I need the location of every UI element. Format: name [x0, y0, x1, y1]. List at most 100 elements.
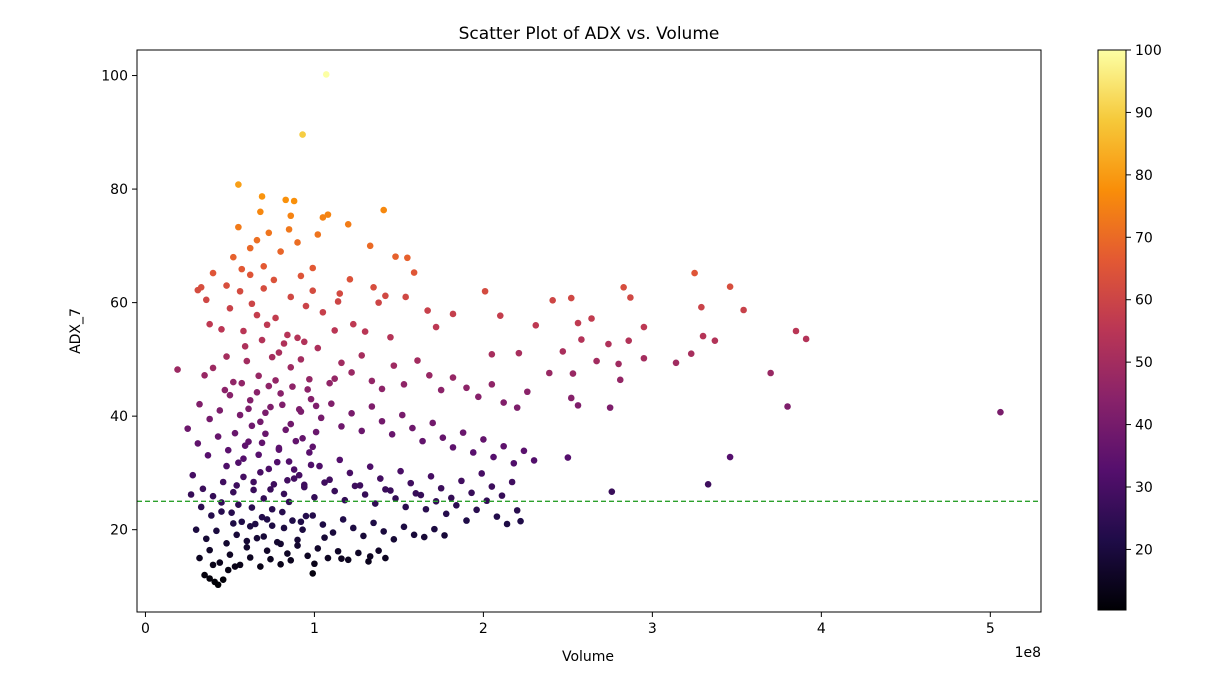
y-tick-label: 100 [101, 69, 128, 85]
scatter-point [270, 276, 278, 284]
scatter-point [258, 439, 266, 447]
scatter-point [233, 531, 240, 539]
scatter-point [307, 395, 315, 403]
scatter-point [414, 357, 421, 364]
scatter-point [292, 437, 300, 445]
scatter-point [204, 452, 212, 459]
colorbar-tick-label: 40 [1135, 418, 1153, 434]
scatter-point [615, 360, 622, 368]
scatter-point [349, 320, 357, 328]
scatter-point [309, 512, 317, 519]
scatter-point [432, 323, 440, 331]
plot-frame [136, 49, 1042, 613]
scatter-point [258, 193, 266, 200]
scatter-point [314, 545, 322, 552]
scatter-point [280, 340, 288, 347]
scatter-point [245, 405, 252, 413]
scatter-point [513, 404, 521, 411]
scatter-point [206, 415, 213, 423]
scatter-point [199, 485, 207, 493]
scatter-point [267, 403, 274, 411]
y-tick-label: 80 [110, 182, 128, 198]
scatter-point [275, 446, 283, 453]
y-axis-label: ADX_7 [68, 308, 84, 354]
scatter-point [515, 349, 523, 357]
scatter-point [209, 269, 217, 277]
scatter-point [224, 566, 232, 574]
scatter-point [206, 320, 213, 328]
scatter-point [192, 526, 200, 533]
scatter-point [214, 433, 222, 440]
scatter-point [366, 242, 374, 250]
scatter-point [285, 458, 293, 465]
scatter-point [355, 549, 362, 557]
scatter-point [620, 283, 627, 291]
scatter-point [295, 471, 303, 479]
scatter-point [263, 547, 271, 554]
scatter-point [277, 561, 284, 568]
scatter-point [361, 328, 369, 335]
scatter-point [277, 390, 284, 397]
colorbar-tick-label: 30 [1135, 480, 1153, 496]
scatter-point [429, 419, 437, 427]
scatter-point [235, 181, 242, 188]
scatter-point [230, 520, 237, 527]
y-axis: 20 40 60 80 100 [101, 69, 137, 539]
scatter-point [329, 529, 337, 536]
scatter-point [201, 571, 208, 579]
scatter-point [241, 343, 249, 350]
scatter-point [184, 425, 191, 432]
scatter-point [378, 385, 386, 393]
scatter-point [294, 542, 301, 549]
scatter-point [524, 388, 531, 396]
scatter-point [260, 495, 268, 502]
scatter-point [282, 426, 289, 434]
scatter-point [218, 325, 225, 333]
scatter-point [226, 304, 234, 312]
scatter-point [240, 455, 247, 463]
scatter-point [280, 524, 288, 532]
scatter-point [235, 223, 242, 231]
scatter-point [321, 534, 328, 541]
scatter-point [324, 211, 332, 218]
scatter-point [306, 449, 313, 456]
scatter-point [672, 359, 680, 367]
scatter-point [498, 492, 506, 499]
scatter-point [339, 516, 347, 523]
scatter-point [331, 375, 338, 382]
scatter-point [280, 490, 288, 498]
scatter-point [265, 229, 273, 237]
scatter-point [322, 71, 330, 78]
scatter-point [221, 386, 229, 394]
scatter-point [382, 554, 389, 562]
scatter-point [431, 525, 438, 533]
colorbar [1097, 49, 1127, 611]
scatter-point [608, 488, 616, 495]
scatter-point [287, 293, 295, 301]
scatter-point [265, 465, 273, 473]
scatter-point [387, 333, 394, 341]
scatter-point [224, 446, 232, 454]
scatter-point [257, 208, 264, 216]
scatter-point [726, 453, 734, 461]
scatter-point [480, 436, 487, 443]
scatter-point [422, 505, 430, 513]
scatter-point [246, 554, 254, 561]
scatter-point [312, 402, 320, 410]
scatter-point [368, 403, 376, 410]
scatter-point [366, 553, 374, 560]
scatter-point [236, 561, 244, 569]
scatter-point [236, 287, 244, 295]
scatter-point [441, 532, 448, 539]
scatter-point [213, 527, 220, 535]
scatter-point [691, 269, 698, 277]
scatter-point [319, 521, 327, 528]
scatter-point [427, 473, 435, 480]
scatter-point [348, 369, 355, 376]
scatter-point [564, 454, 572, 461]
scatter-point [439, 434, 447, 442]
scatter-point [392, 495, 399, 502]
scatter-point [273, 458, 281, 466]
scatter-point [246, 522, 254, 530]
scatter-point [802, 335, 810, 343]
